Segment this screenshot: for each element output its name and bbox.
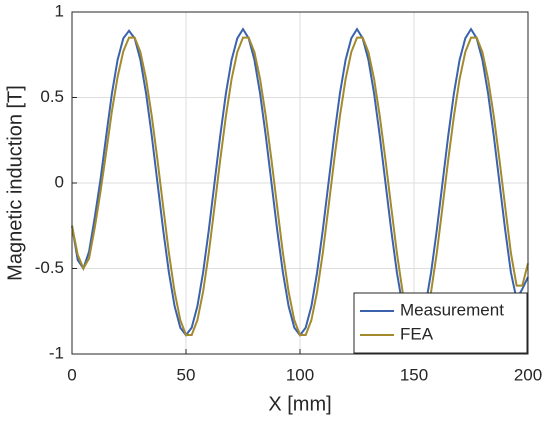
x-tick-label: 200 — [514, 365, 542, 384]
x-tick-label: 100 — [286, 365, 314, 384]
y-tick-label: -0.5 — [35, 258, 64, 277]
legend-label: FEA — [400, 324, 434, 343]
x-tick-label: 150 — [400, 365, 428, 384]
series-line — [71, 36, 529, 337]
x-tick-label: 0 — [67, 365, 76, 384]
legend: Measurement FEA — [353, 292, 528, 354]
legend-box — [353, 292, 528, 354]
y-tick-label: -1 — [49, 343, 64, 362]
x-axis-label: X [mm] — [268, 393, 331, 415]
y-tick-label: 1 — [55, 1, 64, 20]
y-tick-label: 0.5 — [40, 87, 64, 106]
legend-label: Measurement — [400, 300, 504, 319]
x-tick-label: 50 — [177, 365, 196, 384]
y-axis-label: Magnetic induction [T] — [4, 85, 26, 281]
y-tick-label: 0 — [55, 172, 64, 191]
plot-frame — [71, 11, 529, 355]
